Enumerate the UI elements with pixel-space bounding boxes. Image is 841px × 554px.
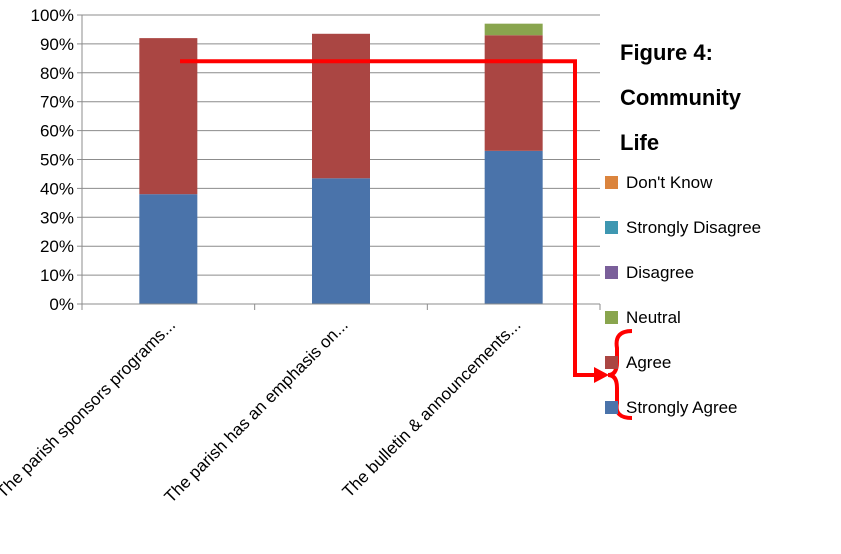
legend-label: Don't Know: [626, 172, 713, 192]
legend-item: Strongly Agree: [605, 385, 761, 430]
bar-segment: [484, 23, 543, 36]
bar-segment: [484, 150, 543, 304]
x-category-labels: The parish sponsors programs...The paris…: [0, 315, 524, 506]
y-tick-labels: 0% 10% 20% 30% 40% 50% 60% 70% 80% 90% 100%: [31, 6, 74, 314]
x-category-label: The bulletin & announcements...: [339, 315, 525, 501]
legend-label: Strongly Disagree: [626, 217, 762, 237]
legend-item: Neutral: [605, 295, 761, 340]
legend-item: Agree: [605, 340, 761, 385]
y-tick-label: 30%: [40, 208, 74, 227]
x-category-label: The parish has an emphasis on...: [161, 315, 352, 506]
bar-segment: [312, 33, 370, 179]
y-tick-label: 0%: [49, 295, 74, 314]
legend-label: Disagree: [626, 262, 695, 282]
bars: [139, 23, 543, 304]
y-tick-label: 50%: [40, 151, 74, 170]
y-tick-label: 40%: [40, 179, 74, 198]
bar-segment: [139, 38, 198, 195]
legend: Don't Know Strongly Disagree Disagree Neutr…: [605, 160, 761, 430]
chart-title: Figure 4: Community Life: [620, 30, 830, 165]
legend-swatch: [605, 311, 618, 324]
bar-segment: [484, 35, 543, 151]
legend-label: Neutral: [626, 307, 681, 327]
legend-swatch: [605, 401, 618, 414]
legend-swatch: [605, 176, 618, 189]
red-annotation: [180, 59, 633, 420]
legend-label: Agree: [626, 352, 672, 372]
y-tick-label: 100%: [31, 6, 74, 25]
bar-segment: [312, 178, 370, 304]
y-tick-label: 80%: [40, 64, 74, 83]
annotation-arrowhead: [594, 367, 609, 383]
y-tick-label: 90%: [40, 35, 74, 54]
legend-label: Strongly Agree: [626, 397, 738, 417]
annotation-line: [180, 59, 595, 377]
axes: [77, 14, 601, 310]
legend-item: Strongly Disagree: [605, 205, 761, 250]
bar-segment: [139, 194, 198, 304]
x-category-label: The parish sponsors programs...: [0, 315, 179, 501]
legend-swatch: [605, 356, 618, 369]
legend-item: Don't Know: [605, 160, 761, 205]
title-line-3: Life: [620, 130, 660, 155]
title-line-1: Figure 4:: [620, 40, 713, 65]
y-tick-label: 20%: [40, 237, 74, 256]
y-tick-label: 70%: [40, 93, 74, 112]
y-tick-label: 60%: [40, 122, 74, 141]
legend-swatch: [605, 266, 618, 279]
legend-swatch: [605, 221, 618, 234]
legend-item: Disagree: [605, 250, 761, 295]
title-line-2: Community: [620, 85, 741, 110]
y-tick-label: 10%: [40, 266, 74, 285]
